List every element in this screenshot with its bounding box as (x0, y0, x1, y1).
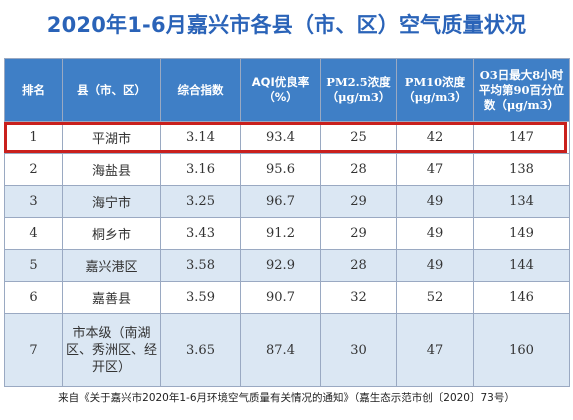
cell-pm25: 28 (320, 249, 397, 282)
cell-o3: 149 (473, 217, 570, 250)
cell-aqi: 91.2 (240, 217, 321, 250)
cell-index: 3.25 (160, 185, 241, 218)
cell-county: 海宁市 (62, 185, 161, 218)
air-quality-table-wrapper: 排名 县（市、区） 综合指数 AQI优良率（%） PM2.5浓度（μg/m3） … (4, 58, 570, 387)
cell-aqi: 93.4 (240, 121, 321, 154)
cell-pm25: 28 (320, 153, 397, 186)
header-rank: 排名 (4, 58, 63, 122)
cell-pm10: 47 (396, 313, 474, 387)
cell-aqi: 90.7 (240, 281, 321, 314)
table-header-row: 排名 县（市、区） 综合指数 AQI优良率（%） PM2.5浓度（μg/m3） … (4, 58, 570, 122)
cell-o3: 138 (473, 153, 570, 186)
cell-pm10: 47 (396, 153, 474, 186)
cell-pm25: 30 (320, 313, 397, 387)
cell-pm10: 49 (396, 249, 474, 282)
cell-pm25: 29 (320, 185, 397, 218)
cell-index: 3.65 (160, 313, 241, 387)
header-aqi: AQI优良率（%） (240, 58, 321, 122)
table-row: 7 市本级（南湖区、秀洲区、经开区） 3.65 87.4 30 47 160 (4, 313, 570, 387)
cell-pm25: 32 (320, 281, 397, 314)
page-title: 2020年1-6月嘉兴市各县（市、区）空气质量状况 (46, 13, 527, 37)
cell-pm25: 29 (320, 217, 397, 250)
cell-index: 3.43 (160, 217, 241, 250)
air-quality-table: 排名 县（市、区） 综合指数 AQI优良率（%） PM2.5浓度（μg/m3） … (4, 58, 570, 387)
cell-county: 市本级（南湖区、秀洲区、经开区） (62, 313, 161, 387)
cell-rank: 3 (4, 185, 63, 218)
cell-county: 平湖市 (62, 121, 161, 154)
header-county: 县（市、区） (62, 58, 161, 122)
table-row: 1 平湖市 3.14 93.4 25 42 147 (4, 121, 570, 154)
header-o3: O3日最大8小时平均第90百分位数（μg/m3） (473, 58, 570, 122)
cell-rank: 5 (4, 249, 63, 282)
table-row: 6 嘉善县 3.59 90.7 32 52 146 (4, 281, 570, 314)
cell-rank: 1 (4, 121, 63, 154)
header-pm10: PM10浓度（μg/m3） (396, 58, 474, 122)
table-row: 4 桐乡市 3.43 91.2 29 49 149 (4, 217, 570, 250)
table-row: 2 海盐县 3.16 95.6 28 47 138 (4, 153, 570, 186)
cell-o3: 146 (473, 281, 570, 314)
cell-aqi: 92.9 (240, 249, 321, 282)
cell-o3: 144 (473, 249, 570, 282)
table-row: 5 嘉兴港区 3.58 92.9 28 49 144 (4, 249, 570, 282)
cell-aqi: 95.6 (240, 153, 321, 186)
cell-pm10: 52 (396, 281, 474, 314)
cell-index: 3.59 (160, 281, 241, 314)
cell-index: 3.14 (160, 121, 241, 154)
cell-rank: 4 (4, 217, 63, 250)
cell-aqi: 96.7 (240, 185, 321, 218)
cell-index: 3.58 (160, 249, 241, 282)
cell-county: 嘉兴港区 (62, 249, 161, 282)
table-row: 3 海宁市 3.25 96.7 29 49 134 (4, 185, 570, 218)
cell-o3: 134 (473, 185, 570, 218)
cell-pm10: 49 (396, 217, 474, 250)
header-pm25: PM2.5浓度（μg/m3） (320, 58, 397, 122)
cell-pm10: 49 (396, 185, 474, 218)
source-note: 来自《关于嘉兴市2020年1-6月环境空气质量有关情况的通知》（嘉生态示范市创〔… (58, 392, 515, 404)
cell-rank: 2 (4, 153, 63, 186)
cell-index: 3.16 (160, 153, 241, 186)
cell-county: 嘉善县 (62, 281, 161, 314)
cell-county: 海盐县 (62, 153, 161, 186)
cell-pm10: 42 (396, 121, 474, 154)
cell-rank: 6 (4, 281, 63, 314)
cell-pm25: 25 (320, 121, 397, 154)
cell-o3: 160 (473, 313, 570, 387)
header-index: 综合指数 (160, 58, 241, 122)
cell-aqi: 87.4 (240, 313, 321, 387)
cell-county: 桐乡市 (62, 217, 161, 250)
cell-rank: 7 (4, 313, 63, 387)
cell-o3: 147 (473, 121, 570, 154)
